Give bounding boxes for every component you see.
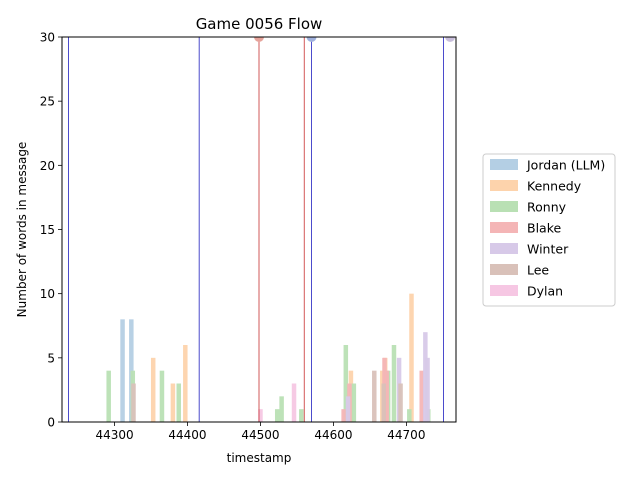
legend-label-ronny: Ronny	[527, 200, 567, 215]
bar-lee-0	[131, 383, 136, 422]
bar-jordan-llm-0	[120, 319, 125, 422]
bar-ronny-4	[274, 409, 280, 422]
legend-label-lee: Lee	[527, 263, 549, 278]
legend-swatch-lee	[490, 264, 518, 275]
bar-kennedy-6	[409, 293, 414, 422]
x-tick-label-2: 44500	[241, 428, 279, 442]
bars-layer	[106, 293, 431, 422]
bar-ronny-6	[299, 409, 304, 422]
legend-label-kennedy: Kennedy	[527, 179, 582, 194]
top-markers-layer	[254, 37, 456, 42]
bar-blake-0	[341, 409, 346, 422]
bar-dylan-0	[258, 409, 263, 422]
bar-kennedy-0	[150, 357, 156, 422]
top-marker-2	[445, 37, 456, 42]
legend-swatch-jordan-llm	[490, 159, 518, 170]
bar-blake-3	[384, 370, 389, 422]
x-tick-label-3: 44600	[314, 428, 352, 442]
x-tick-label-4: 44700	[387, 428, 425, 442]
bar-winter-0	[345, 396, 351, 422]
bar-ronny-2	[159, 370, 165, 422]
bar-ronny-8	[351, 383, 357, 422]
bar-kennedy-1	[170, 383, 176, 422]
bar-ronny-11	[407, 409, 412, 422]
legend-swatch-blake	[490, 222, 518, 233]
bar-lee-2	[381, 383, 387, 422]
bar-winter-3	[425, 357, 430, 422]
bar-ronny-0	[106, 370, 111, 422]
y-tick-label-5: 25	[40, 95, 55, 109]
y-tick-label-3: 15	[40, 223, 55, 237]
event-lines-layer	[68, 37, 444, 422]
x-axis-ticks: 44300 44400 44500 44600 44700	[95, 422, 425, 442]
y-tick-label-1: 5	[47, 351, 55, 365]
y-tick-label-6: 30	[40, 31, 55, 45]
y-tick-label-2: 10	[40, 287, 55, 301]
bar-lee-1	[372, 370, 377, 422]
y-axis-ticks: 0 5 10 15 20 25 30	[40, 31, 62, 430]
y-tick-label-0: 0	[47, 416, 55, 430]
legend-swatch-dylan	[490, 285, 518, 296]
bar-blake-4	[419, 370, 424, 422]
top-marker-0	[254, 37, 264, 42]
bar-lee-3	[398, 383, 403, 422]
legend-swatch-kennedy	[490, 180, 518, 191]
bar-ronny-5	[279, 396, 284, 422]
x-tick-label-1: 44400	[168, 428, 206, 442]
legend-label-dylan: Dylan	[527, 284, 563, 299]
bar-ronny-3	[176, 383, 181, 422]
chart-title: Game 0056 Flow	[196, 15, 323, 33]
y-tick-label-4: 20	[40, 159, 55, 173]
legend-swatch-ronny	[490, 201, 518, 212]
legend-swatch-winter	[490, 243, 518, 254]
legend-label-blake: Blake	[527, 221, 562, 236]
legend-label-jordan-llm: Jordan (LLM)	[526, 158, 605, 173]
legend-label-winter: Winter	[527, 242, 569, 257]
bar-ronny-7	[343, 345, 349, 422]
bar-kennedy-2	[183, 345, 188, 422]
bar-ronny-10	[391, 345, 397, 422]
legend: Jordan (LLM) Kennedy Ronny Blake Winter Lee Dy…	[482, 153, 616, 307]
x-tick-label-0: 44300	[95, 428, 133, 442]
bar-dylan-1	[291, 383, 297, 422]
top-marker-1	[306, 37, 317, 42]
x-axis-label: timestamp	[227, 451, 292, 465]
y-axis-label: Number of words in message	[15, 142, 29, 318]
